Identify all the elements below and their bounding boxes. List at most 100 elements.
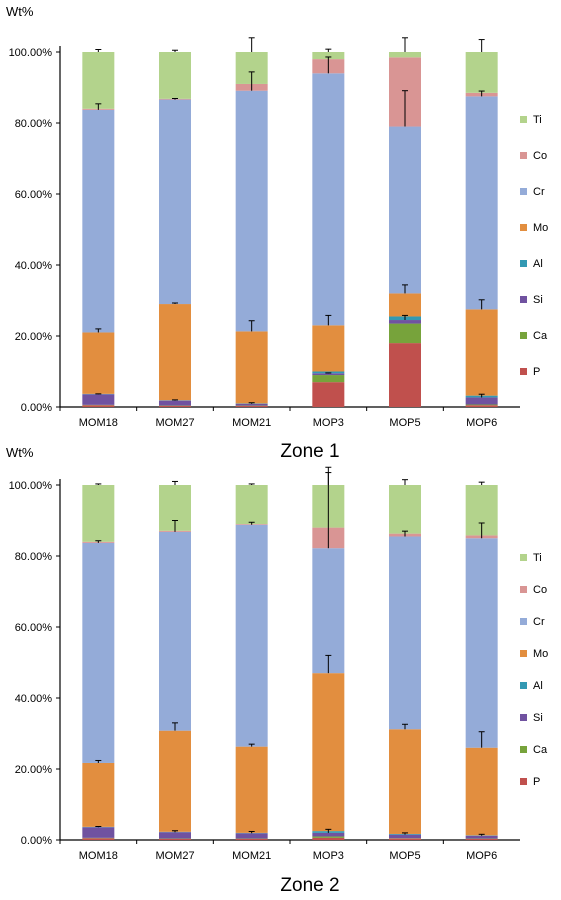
bar-segment-p xyxy=(82,838,115,840)
y-tick-label: 20.00% xyxy=(15,764,53,776)
bar-segment-si xyxy=(312,373,345,376)
legend: Ti Co Cr Mo Al Si Ca P xyxy=(520,114,548,378)
legend-swatch-ti xyxy=(520,116,527,123)
bar-segment-mo xyxy=(465,747,498,836)
legend-swatch-ti xyxy=(520,554,527,561)
legend-label-co: Co xyxy=(533,584,547,596)
legend-label-si: Si xyxy=(533,712,543,724)
bar-segment-ti xyxy=(389,485,421,534)
x-tick-label: MOM21 xyxy=(232,417,271,429)
bar-segment-mo xyxy=(235,331,268,404)
bar-segment-p xyxy=(82,405,115,407)
chart-panel-2: Wt% 0.00% 20.00% 40.00% 60.00% 80.00% 100.00% M… xyxy=(6,445,548,896)
x-tick-label: MOP3 xyxy=(313,850,344,862)
bar-segment-p xyxy=(465,838,498,840)
bar-segment-cr xyxy=(389,126,421,294)
bar-segment-si xyxy=(159,832,191,839)
bar-segment-ca xyxy=(465,404,498,406)
bar-segment-ti xyxy=(159,52,191,99)
legend-swatch-ca xyxy=(520,332,527,339)
bar-segment-mo xyxy=(82,762,115,827)
chart-title: Zone 1 xyxy=(280,441,339,462)
x-tick-label: MOM27 xyxy=(155,417,194,429)
legend-label-co: Co xyxy=(533,150,547,162)
x-tick-label: MOP5 xyxy=(389,850,420,862)
legend-label-al: Al xyxy=(533,680,543,692)
legend-label-p: P xyxy=(533,366,540,378)
bar-segment-si xyxy=(82,394,115,405)
x-tick-label: MOP6 xyxy=(466,417,497,429)
chart-panel-1: Wt% 0.00% 20.00% 40.00% 60.00% 80.00% 100.00% M… xyxy=(6,4,548,462)
bar-segment-si xyxy=(389,320,421,324)
bar-segment-cr xyxy=(389,536,421,730)
bar-segment-ca xyxy=(389,323,421,344)
y-tick-label: 80.00% xyxy=(15,551,53,563)
legend-label-p: P xyxy=(533,776,540,788)
y-tick-label: 0.00% xyxy=(21,402,52,414)
bar-segment-mo xyxy=(159,730,191,832)
bar-segment-ti xyxy=(82,485,115,542)
bar-segment-p xyxy=(235,405,268,407)
bar-segment-p xyxy=(389,838,421,840)
x-tick-label: MOP6 xyxy=(466,850,497,862)
y-tick-label: 80.00% xyxy=(15,118,53,130)
bar-segment-si xyxy=(389,834,421,839)
bar-segment-cr xyxy=(82,542,115,763)
bar-segment-mo xyxy=(235,746,268,833)
bar-segment-ti xyxy=(82,52,115,109)
legend-swatch-p xyxy=(520,778,527,785)
y-axis-label: Wt% xyxy=(6,4,34,19)
bar-segment-mo xyxy=(389,293,421,317)
x-tick-label: MOP3 xyxy=(313,417,344,429)
legend-label-ti: Ti xyxy=(533,114,542,126)
bar-segment-cr xyxy=(312,73,345,326)
bar-segment-mo xyxy=(312,325,345,372)
bar-segment-cr xyxy=(465,96,498,310)
legend-swatch-ca xyxy=(520,746,527,753)
bar-segment-p xyxy=(159,838,191,840)
y-tick-label: 60.00% xyxy=(15,189,53,201)
bar-segment-al xyxy=(312,371,345,374)
chart-title: Zone 2 xyxy=(280,875,339,896)
bar-segment-ti xyxy=(389,52,421,58)
bar-segment-si xyxy=(82,827,115,838)
x-tick-label: MOM18 xyxy=(79,417,118,429)
legend-swatch-al xyxy=(520,682,527,689)
legend-label-mo: Mo xyxy=(533,222,548,234)
y-tick-label: 100.00% xyxy=(9,480,53,492)
y-tick-label: 60.00% xyxy=(15,622,53,634)
legend-label-si: Si xyxy=(533,294,543,306)
legend-label-al: Al xyxy=(533,258,543,270)
legend-swatch-mo xyxy=(520,650,527,657)
legend-swatch-al xyxy=(520,260,527,267)
bar-segment-cr xyxy=(312,548,345,674)
bar-segment-si xyxy=(159,400,191,406)
y-tick-label: 40.00% xyxy=(15,693,53,705)
legend-swatch-cr xyxy=(520,188,527,195)
legend-swatch-mo xyxy=(520,224,527,231)
bar-segment-p xyxy=(235,838,268,840)
bar-segment-ti xyxy=(312,52,345,60)
bar-segment-si xyxy=(235,403,268,406)
bar-segment-si xyxy=(465,835,498,839)
x-tick-label: MOM21 xyxy=(232,850,271,862)
bar-segment-p xyxy=(159,405,191,407)
bar-segment-cr xyxy=(235,90,268,332)
x-tick-label: MOP5 xyxy=(389,417,420,429)
bar-segment-cr xyxy=(159,99,191,305)
bar-segment-mo xyxy=(159,304,191,401)
bar-segment-si xyxy=(312,832,345,837)
bar-segment-si xyxy=(235,833,268,839)
bar-segment-ti xyxy=(235,485,268,525)
x-tick-label: MOM18 xyxy=(79,850,118,862)
bar-segment-cr xyxy=(82,109,115,333)
x-tick-label: MOM27 xyxy=(155,850,194,862)
bar-segment-p xyxy=(465,405,498,407)
y-tick-label: 100.00% xyxy=(9,47,53,59)
legend-swatch-co xyxy=(520,152,527,159)
legend-label-ca: Ca xyxy=(533,330,548,342)
bar-segment-p xyxy=(312,837,345,840)
y-tick-label: 40.00% xyxy=(15,260,53,272)
legend-label-mo: Mo xyxy=(533,648,548,660)
